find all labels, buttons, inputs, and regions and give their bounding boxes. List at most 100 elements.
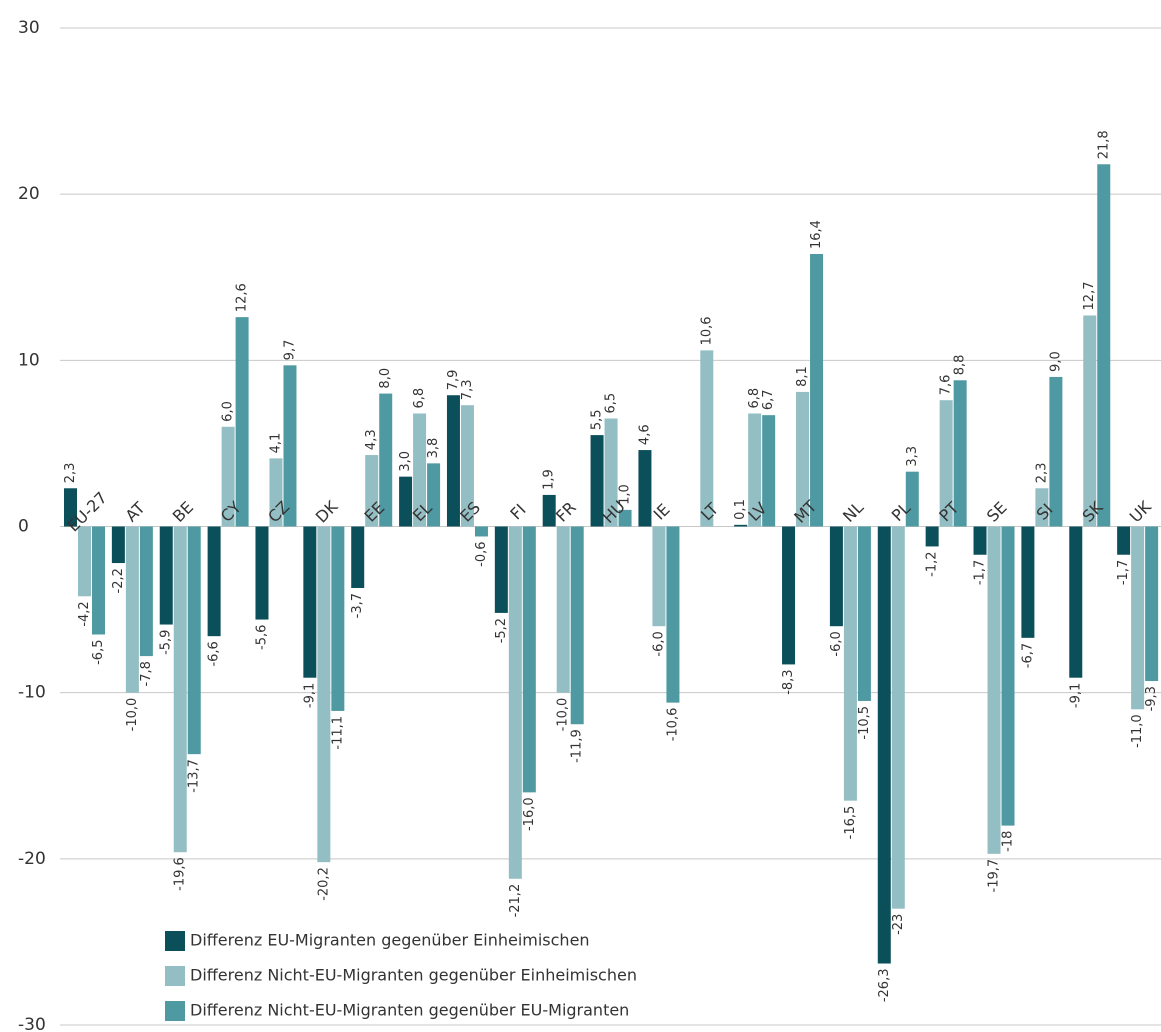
bar: [446, 395, 460, 527]
value-label: 4,6: [637, 424, 652, 445]
x-tick-label: DK: [312, 497, 342, 527]
value-label: 12,6: [235, 283, 250, 312]
value-label: -23: [891, 914, 906, 935]
bar: [762, 415, 776, 527]
value-label: 6,8: [747, 388, 762, 409]
bar: [269, 458, 283, 527]
bar: [522, 526, 536, 793]
value-label: -1,2: [925, 551, 940, 576]
value-label: 7,6: [939, 375, 954, 396]
bar: [399, 476, 413, 527]
value-label: -26,3: [877, 969, 892, 1003]
value-label: 5,5: [590, 409, 605, 430]
value-label: 3,3: [905, 446, 920, 467]
value-label: -2,2: [111, 568, 126, 593]
value-label: -0,6: [474, 541, 489, 566]
value-label: 6,0: [221, 401, 236, 422]
bar: [973, 526, 987, 555]
value-label: 9,7: [282, 340, 297, 361]
bar: [64, 488, 77, 527]
y-tick-label: -20: [18, 849, 46, 869]
bar: [413, 413, 427, 527]
legend-swatch: [165, 931, 185, 951]
value-label: -6,6: [207, 641, 222, 666]
value-label: 9,0: [1048, 351, 1063, 372]
bar: [1131, 526, 1145, 710]
value-label: 8,8: [953, 355, 968, 376]
legend-label: Differenz Nicht-EU-Migranten gegenüber E…: [190, 1001, 629, 1020]
value-label: 2,3: [1034, 463, 1049, 484]
bar: [542, 494, 556, 527]
bar: [508, 526, 522, 879]
bar: [1145, 526, 1159, 682]
x-tick-label: NL: [839, 498, 867, 526]
bar: [173, 526, 187, 853]
bar: [810, 253, 824, 527]
bar: [303, 526, 317, 678]
legend-swatch: [165, 966, 185, 986]
bar: [235, 317, 249, 527]
value-label: -7,8: [139, 661, 154, 686]
bar: [283, 365, 297, 527]
bar: [796, 391, 810, 527]
value-label: 7,3: [460, 380, 475, 401]
value-label: -20,2: [316, 867, 331, 901]
value-label: 1,0: [618, 484, 633, 505]
value-label: 8,0: [378, 368, 393, 389]
value-label: 8,1: [795, 366, 810, 387]
value-label: 6,5: [604, 393, 619, 414]
value-label: 10,6: [699, 316, 714, 345]
bar: [843, 526, 857, 801]
bar: [700, 350, 714, 527]
value-label: -4,2: [77, 601, 92, 626]
value-label: -6,0: [829, 631, 844, 656]
value-label: -3,7: [350, 593, 365, 618]
value-label: -13,7: [187, 759, 202, 793]
value-label: -10,0: [125, 698, 140, 732]
bar: [474, 526, 488, 537]
bar: [351, 526, 365, 588]
bar: [905, 471, 919, 527]
y-tick-label: 10: [18, 350, 40, 370]
value-label: 2,3: [63, 463, 78, 484]
legend-label: Differenz Nicht-EU-Migranten gegenüber E…: [190, 966, 637, 985]
bar: [782, 526, 796, 665]
value-label: -5,2: [494, 618, 509, 643]
x-tick-label: SE: [983, 498, 1011, 526]
x-tick-label: UK: [1126, 497, 1155, 526]
bar: [207, 526, 221, 637]
value-label: 7,9: [446, 370, 461, 391]
bar: [638, 450, 652, 527]
x-tick-label: ES: [456, 498, 484, 526]
value-label: -9,3: [1144, 686, 1159, 711]
bar: [925, 526, 939, 547]
y-tick-label: 30: [18, 18, 40, 38]
value-label: -8,3: [781, 669, 796, 694]
bar: [125, 526, 139, 693]
bar: [666, 526, 680, 703]
value-label: -16,0: [522, 797, 537, 831]
value-label: 6,7: [761, 389, 776, 410]
bar: [331, 526, 345, 711]
bar: [494, 526, 508, 613]
value-label: -10,6: [665, 708, 680, 742]
bar: [317, 526, 331, 863]
bar: [987, 526, 1001, 854]
y-tick-label: -30: [18, 1015, 46, 1032]
value-label: -6,7: [1020, 643, 1035, 668]
bar: [1097, 164, 1111, 527]
bar: [1001, 526, 1015, 826]
value-label: 0,1: [733, 499, 748, 520]
value-label: -5,9: [159, 630, 174, 655]
value-label: 4,1: [268, 433, 283, 454]
legend-label: Differenz EU-Migranten gegenüber Einheim…: [190, 931, 590, 950]
bar: [877, 526, 891, 964]
value-label: 1,9: [542, 469, 557, 490]
value-label: -19,7: [987, 859, 1002, 893]
value-label: 12,7: [1082, 282, 1097, 311]
bar: [590, 435, 604, 527]
x-tick-label: BE: [169, 498, 197, 526]
bar: [1117, 526, 1131, 555]
bar: [939, 400, 953, 527]
value-label: -11,0: [1130, 714, 1145, 748]
